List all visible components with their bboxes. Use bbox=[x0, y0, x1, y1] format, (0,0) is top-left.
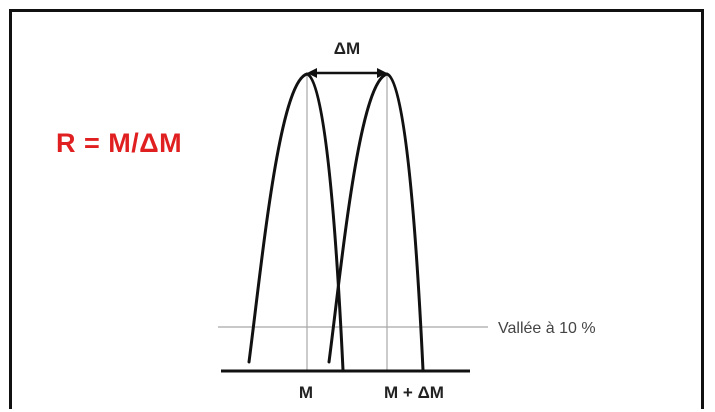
diagram-frame bbox=[9, 9, 704, 409]
m-plus-delta-m-label: M + ΔM bbox=[384, 383, 444, 402]
resolution-formula: R = M/ΔM bbox=[56, 128, 183, 158]
peak-m bbox=[247, 72, 345, 372]
delta-m-label: ΔM bbox=[334, 39, 360, 58]
delta-m-arrowhead-right bbox=[377, 68, 387, 78]
peak-m-plus-delta bbox=[327, 72, 425, 372]
m-label: M bbox=[299, 383, 313, 402]
valley-label: Vallée à 10 % bbox=[498, 320, 596, 337]
delta-m-arrowhead-left bbox=[307, 68, 317, 78]
